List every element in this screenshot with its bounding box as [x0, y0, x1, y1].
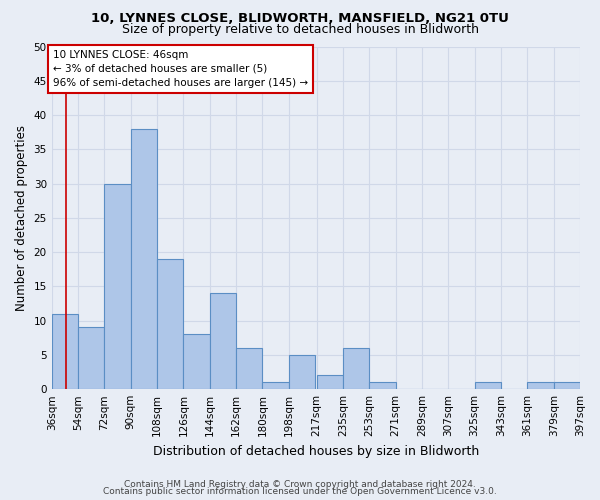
Bar [157, 259, 184, 389]
Text: Contains HM Land Registry data © Crown copyright and database right 2024.: Contains HM Land Registry data © Crown c… [124, 480, 476, 489]
Bar [184, 334, 210, 389]
Bar [317, 376, 343, 389]
Text: Size of property relative to detached houses in Blidworth: Size of property relative to detached ho… [121, 22, 479, 36]
Text: 10, LYNNES CLOSE, BLIDWORTH, MANSFIELD, NG21 0TU: 10, LYNNES CLOSE, BLIDWORTH, MANSFIELD, … [91, 12, 509, 26]
Bar [554, 382, 580, 389]
Bar [369, 382, 395, 389]
Text: Contains public sector information licensed under the Open Government Licence v3: Contains public sector information licen… [103, 487, 497, 496]
Bar [210, 293, 236, 389]
Bar [131, 128, 157, 389]
Bar [78, 328, 104, 389]
Text: 10 LYNNES CLOSE: 46sqm
← 3% of detached houses are smaller (5)
96% of semi-detac: 10 LYNNES CLOSE: 46sqm ← 3% of detached … [53, 50, 308, 88]
X-axis label: Distribution of detached houses by size in Blidworth: Distribution of detached houses by size … [153, 444, 479, 458]
Bar [289, 355, 315, 389]
Bar [262, 382, 289, 389]
Y-axis label: Number of detached properties: Number of detached properties [15, 125, 28, 311]
Bar [527, 382, 554, 389]
Bar [52, 314, 78, 389]
Bar [236, 348, 262, 389]
Bar [104, 184, 131, 389]
Bar [343, 348, 369, 389]
Bar [475, 382, 501, 389]
